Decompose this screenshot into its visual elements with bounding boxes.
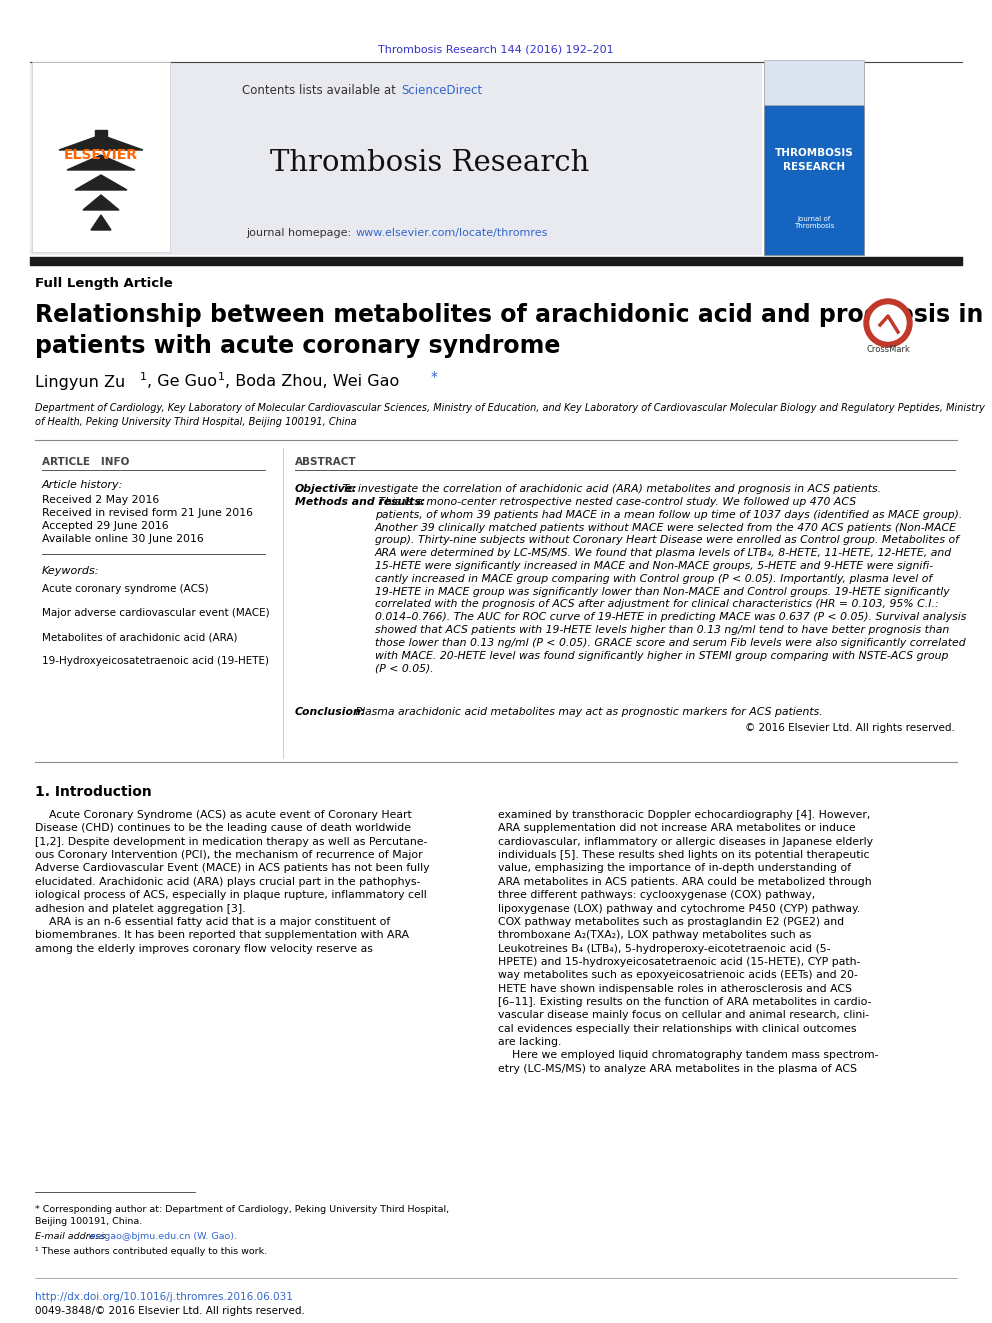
Text: Available online 30 June 2016: Available online 30 June 2016 <box>42 534 203 544</box>
Text: To investigate the correlation of arachidonic acid (ARA) metabolites and prognos: To investigate the correlation of arachi… <box>339 484 881 493</box>
Text: Objective:: Objective: <box>295 484 357 493</box>
Text: Lingyun Zu: Lingyun Zu <box>35 374 125 389</box>
Text: * Corresponding author at: Department of Cardiology, Peking University Third Hos: * Corresponding author at: Department of… <box>35 1205 449 1226</box>
Text: , Boda Zhou, Wei Gao: , Boda Zhou, Wei Gao <box>225 374 399 389</box>
Text: Conclusion:: Conclusion: <box>295 706 366 717</box>
FancyBboxPatch shape <box>32 62 170 251</box>
Text: Article history:: Article history: <box>42 480 123 490</box>
Text: www.elsevier.com/locate/thromres: www.elsevier.com/locate/thromres <box>356 228 549 238</box>
Text: Received 2 May 2016: Received 2 May 2016 <box>42 495 160 505</box>
Text: weigao@bjmu.edu.cn (W. Gao).: weigao@bjmu.edu.cn (W. Gao). <box>88 1232 237 1241</box>
Text: THROMBOSIS
RESEARCH: THROMBOSIS RESEARCH <box>775 148 853 172</box>
Polygon shape <box>75 175 127 191</box>
Text: Journal of
Thrombosis: Journal of Thrombosis <box>794 216 834 229</box>
Text: of Health, Peking University Third Hospital, Beijing 100191, China: of Health, Peking University Third Hospi… <box>35 417 357 427</box>
Text: Major adverse cardiovascular event (MACE): Major adverse cardiovascular event (MACE… <box>42 609 270 618</box>
Text: patients with acute coronary syndrome: patients with acute coronary syndrome <box>35 333 560 359</box>
Text: journal homepage:: journal homepage: <box>246 228 355 238</box>
Text: E-mail address:: E-mail address: <box>35 1232 109 1241</box>
Text: CrossMark: CrossMark <box>866 345 910 355</box>
Text: Acute Coronary Syndrome (ACS) as acute event of Coronary Heart
Disease (CHD) con: Acute Coronary Syndrome (ACS) as acute e… <box>35 810 430 954</box>
Text: Metabolites of arachidonic acid (ARA): Metabolites of arachidonic acid (ARA) <box>42 632 237 642</box>
Text: Keywords:: Keywords: <box>42 566 99 576</box>
Text: *: * <box>431 370 438 384</box>
Polygon shape <box>95 130 107 146</box>
Text: 1. Introduction: 1. Introduction <box>35 785 152 799</box>
Text: 0049-3848/© 2016 Elsevier Ltd. All rights reserved.: 0049-3848/© 2016 Elsevier Ltd. All right… <box>35 1306 305 1316</box>
Text: ARTICLE   INFO: ARTICLE INFO <box>42 456 129 467</box>
Text: ABSTRACT: ABSTRACT <box>295 456 357 467</box>
Text: http://dx.doi.org/10.1016/j.thromres.2016.06.031: http://dx.doi.org/10.1016/j.thromres.201… <box>35 1293 293 1302</box>
FancyBboxPatch shape <box>764 60 864 105</box>
Text: 19-Hydroxyeicosatetraenoic acid (19-HETE): 19-Hydroxyeicosatetraenoic acid (19-HETE… <box>42 656 269 665</box>
Text: , Ge Guo: , Ge Guo <box>147 374 217 389</box>
Text: Thrombosis Research: Thrombosis Research <box>271 149 589 177</box>
Text: 1: 1 <box>218 372 225 382</box>
Polygon shape <box>83 194 119 210</box>
Text: Plasma arachidonic acid metabolites may act as prognostic markers for ACS patien: Plasma arachidonic acid metabolites may … <box>352 706 822 717</box>
Text: This is a mono-center retrospective nested case-control study. We followed up 47: This is a mono-center retrospective nest… <box>375 497 966 673</box>
Text: Accepted 29 June 2016: Accepted 29 June 2016 <box>42 521 169 531</box>
Circle shape <box>870 306 906 341</box>
Text: Department of Cardiology, Key Laboratory of Molecular Cardiovascular Sciences, M: Department of Cardiology, Key Laboratory… <box>35 404 985 413</box>
FancyBboxPatch shape <box>30 62 762 255</box>
Text: Relationship between metabolites of arachidonic acid and prognosis in: Relationship between metabolites of arac… <box>35 303 983 327</box>
Text: examined by transthoracic Doppler echocardiography [4]. However,
ARA supplementa: examined by transthoracic Doppler echoca… <box>498 810 879 1074</box>
Polygon shape <box>67 155 135 169</box>
Polygon shape <box>91 216 111 230</box>
Text: Received in revised form 21 June 2016: Received in revised form 21 June 2016 <box>42 508 253 519</box>
Text: Methods and results:: Methods and results: <box>295 497 426 507</box>
Text: ¹ These authors contributed equally to this work.: ¹ These authors contributed equally to t… <box>35 1248 267 1256</box>
Text: 1: 1 <box>140 372 147 382</box>
Circle shape <box>864 299 912 347</box>
Text: Thrombosis Research 144 (2016) 192–201: Thrombosis Research 144 (2016) 192–201 <box>378 45 614 56</box>
Text: Acute coronary syndrome (ACS): Acute coronary syndrome (ACS) <box>42 583 208 594</box>
Text: Contents lists available at: Contents lists available at <box>242 83 400 97</box>
Text: ELSEVIER: ELSEVIER <box>64 148 138 161</box>
Polygon shape <box>59 135 143 149</box>
Text: ScienceDirect: ScienceDirect <box>401 83 482 97</box>
Text: © 2016 Elsevier Ltd. All rights reserved.: © 2016 Elsevier Ltd. All rights reserved… <box>745 722 955 733</box>
FancyBboxPatch shape <box>764 62 864 255</box>
Text: Full Length Article: Full Length Article <box>35 278 173 291</box>
